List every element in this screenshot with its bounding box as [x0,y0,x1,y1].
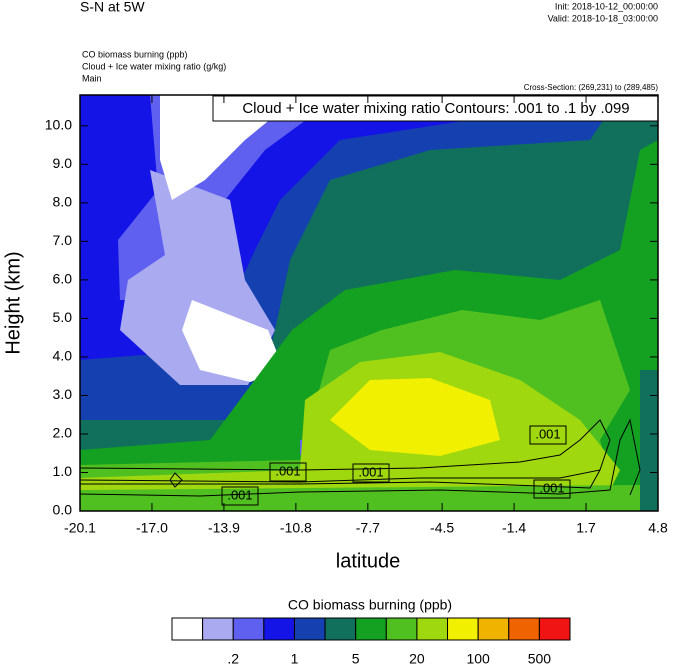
valid-time: Valid: 2018-10-18_03:00:00 [548,13,658,23]
y-tick-label: 2.0 [53,425,73,441]
y-tick-label: 4.0 [53,348,73,364]
contour-label: .001 [535,426,560,441]
contour-label-box [269,462,307,482]
contour-label-box [533,479,571,499]
y-tick-label: 5.0 [53,309,73,325]
y-tick-label: 0.0 [53,502,73,518]
contour-label: .001 [358,464,383,479]
contour-info: Cloud + Ice water mixing ratio Contours:… [242,100,629,117]
x-tick-label: -20.1 [64,520,96,536]
field-label: Main [82,73,102,83]
contour-label: .001 [227,487,252,502]
field-region [330,378,500,456]
colorbar-box [416,617,449,641]
colorbar-box [202,617,234,641]
field-label: Cloud + Ice water mixing ratio (g/kg) [82,61,226,71]
colorbar-label: 100 [466,651,490,667]
x-tick-label: -7.7 [356,520,380,536]
x-tick-label: -17.0 [136,520,168,536]
contour-label: .001 [275,463,300,478]
y-tick-label: 10.0 [45,117,72,133]
contours: .001 .001 .001 .001 .001 [79,418,641,506]
init-time: Init: 2018-10-12_00:00:00 [555,1,658,11]
y-tick-label: 1.0 [53,463,73,479]
x-tick-label: 4.8 [648,520,668,536]
colorbar-box [293,617,326,641]
x-tick-label: 1.7 [576,520,596,536]
contour-label: .001 [539,480,564,495]
x-tick-label: -1.4 [502,520,526,536]
colorbar-box [355,617,387,641]
plot-frame [79,94,659,512]
contour-label-box [221,486,259,506]
y-tick-label: 7.0 [53,232,73,248]
colorbar-label: 20 [409,651,425,667]
y-tick-label: 8.0 [53,194,73,210]
chart-title: S-N at 5W [80,0,145,15]
field-label: CO biomass burning (ppb) [82,49,188,59]
colorbar-label: 5 [352,651,360,667]
colorbar-box [324,617,357,641]
contour-line [169,472,183,488]
colorbar-box [232,617,265,641]
x-tick-label: -10.8 [280,520,312,536]
colorbar-label: 500 [528,651,552,667]
colorbar-box [508,617,540,641]
contour-line [79,418,641,497]
y-axis-label: Height (km) [2,251,24,354]
contour-label-box [352,463,390,483]
y-tick-label: 6.0 [53,271,73,287]
field [80,95,658,511]
x-tick-label: -13.9 [208,520,240,536]
colorbar-box [263,617,295,641]
colorbar-box [538,617,571,641]
contour-line [80,469,601,489]
cross-section: Cross-Section: (269,231) to (289,485) [524,83,659,92]
colorbar-box [171,617,204,641]
colorbar-box [477,617,510,641]
x-axis-label: latitude [336,550,401,572]
colorbar-label: 1 [291,651,299,667]
field-region [182,300,284,382]
contour-label-box [529,425,567,445]
colorbar-title: CO biomass burning (ppb) [288,597,452,613]
colorbar-box [447,617,479,641]
contour-line [79,419,611,483]
y-tick-label: 9.0 [53,155,73,171]
field-region [640,370,658,511]
x-tick-label: -4.5 [430,520,454,536]
colorbar-label: .2 [227,651,239,667]
y-tick-label: 3.0 [53,386,73,402]
colorbar-box [385,617,418,641]
